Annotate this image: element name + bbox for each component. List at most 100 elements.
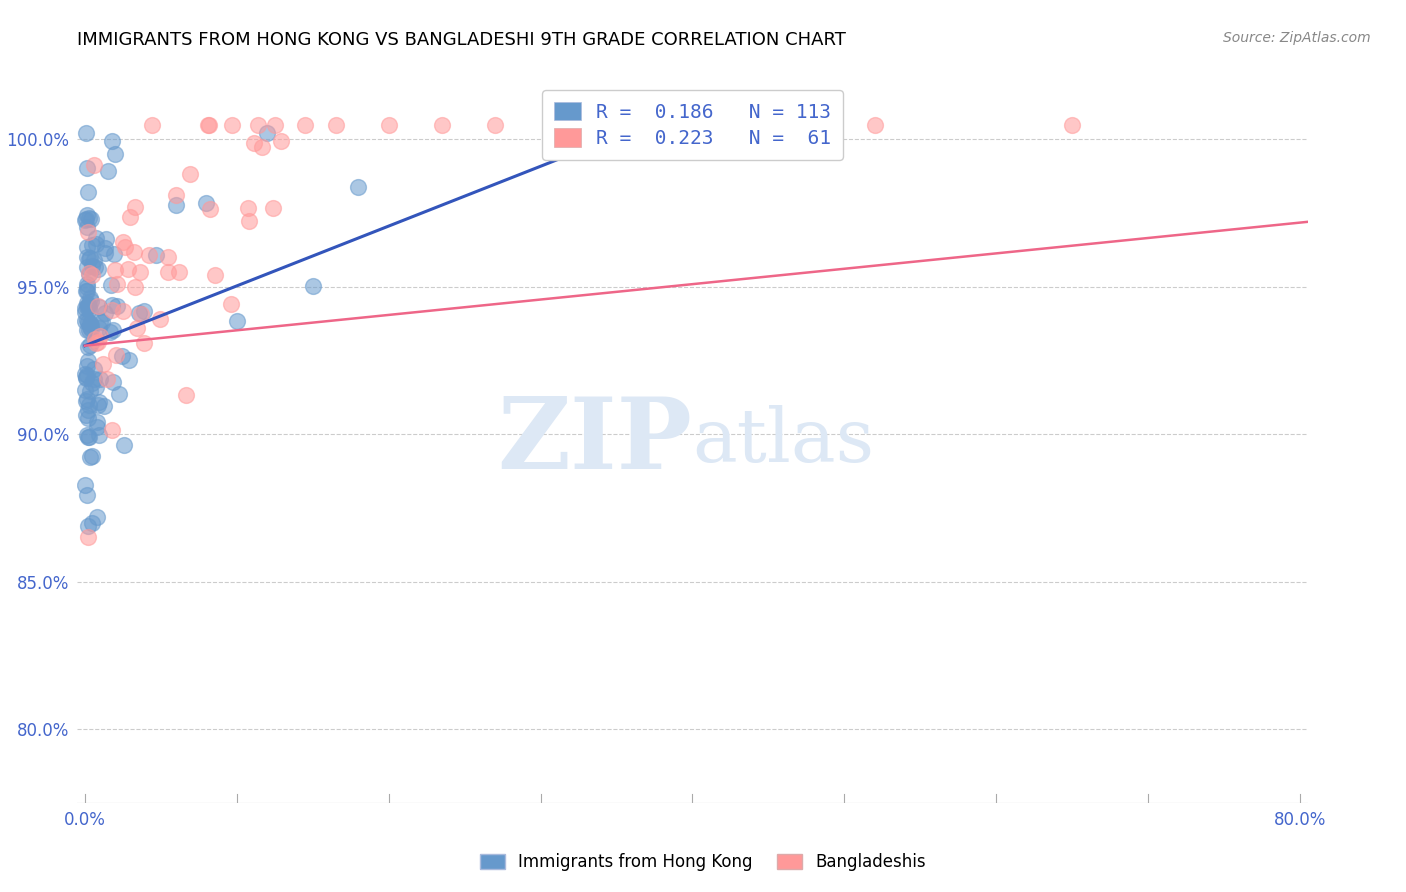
Point [87,335,110,350]
Point [80,449,103,463]
Point [101,134,124,148]
Point [86,236,108,251]
Point [75,314,97,328]
Point [243,136,266,151]
Point [101,322,124,336]
Point [77,402,100,417]
Point [195,195,218,210]
Point [76,368,98,382]
Point [76,240,98,254]
Point [75,211,97,226]
Point [75,408,97,422]
Point [76,323,98,337]
Point [98,325,121,339]
Point [198,118,221,132]
Legend: R =  0.186   N = 113, R =  0.223   N =  61: R = 0.186 N = 113, R = 0.223 N = 61 [541,90,844,160]
Point [128,306,150,320]
Point [156,251,179,265]
Point [73,477,96,491]
Point [117,261,139,276]
Point [77,530,100,544]
Text: Source: ZipAtlas.com: Source: ZipAtlas.com [1223,31,1371,45]
Point [90,315,112,329]
Point [76,208,98,222]
Point [94,232,117,246]
Point [76,353,98,368]
Point [79,291,101,305]
Point [76,277,98,291]
Point [79,450,101,464]
Point [83,252,105,267]
Point [256,127,278,141]
Point [114,240,136,254]
Point [347,180,370,194]
Point [83,158,105,172]
Point [112,304,135,318]
Point [484,118,506,132]
Point [77,267,100,281]
Point [75,367,97,381]
Point [84,379,107,393]
Point [138,248,160,262]
Point [80,322,103,336]
Point [76,488,98,502]
Point [86,419,108,434]
Point [100,278,122,293]
Point [77,211,100,225]
Point [77,298,100,312]
Point [174,388,197,402]
Point [96,372,118,386]
Point [167,265,190,279]
Point [301,279,323,293]
Point [76,250,98,264]
Point [75,212,97,227]
Point [84,260,107,275]
Point [86,415,108,429]
Point [89,314,111,328]
Point [157,265,180,279]
Point [93,399,115,413]
Point [89,300,111,314]
Point [80,516,103,530]
Point [84,231,107,245]
Point [108,387,131,401]
Point [105,299,128,313]
Point [94,241,117,255]
Point [101,423,124,437]
Point [118,210,141,224]
Point [76,430,98,444]
Point [75,305,97,319]
Point [79,323,101,337]
Text: IMMIGRANTS FROM HONG KONG VS BANGLADESHI 9TH GRADE CORRELATION CHART: IMMIGRANTS FROM HONG KONG VS BANGLADESHI… [77,31,846,49]
Point [103,147,125,161]
Point [238,213,260,227]
Text: atlas: atlas [693,405,875,478]
Point [76,295,98,310]
Point [221,118,243,132]
Point [270,134,292,148]
Point [76,220,98,235]
Point [111,350,134,364]
Point [76,359,98,374]
Point [75,371,97,385]
Point [79,316,101,330]
Point [105,277,128,291]
Point [83,372,105,386]
Point [77,266,100,280]
Point [198,202,221,217]
Point [79,318,101,332]
Point [179,167,201,181]
Point [76,518,98,533]
Point [87,299,110,313]
Point [79,384,101,399]
Point [125,320,148,334]
Point [560,118,582,132]
Point [87,261,110,276]
Point [129,307,152,321]
Point [77,252,100,266]
Point [76,340,98,354]
Point [91,358,114,372]
Point [75,394,97,409]
Point [430,118,453,132]
Point [89,428,111,442]
